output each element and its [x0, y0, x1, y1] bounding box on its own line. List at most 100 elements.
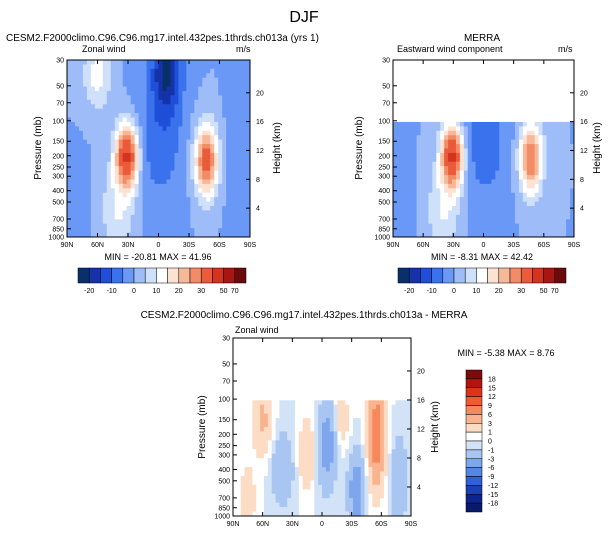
field-cell: [150, 197, 156, 203]
field-cell: [471, 166, 477, 172]
field-cell: [396, 170, 402, 176]
field-cell: [400, 219, 406, 225]
field-cell: [314, 458, 319, 464]
field-cell: [194, 188, 199, 194]
field-cell: [403, 462, 408, 468]
field-cell: [310, 444, 315, 450]
field-cell: [218, 183, 223, 189]
field-cell: [383, 440, 389, 446]
field-cell: [393, 139, 398, 145]
field-cell: [356, 418, 362, 424]
field-cell: [198, 219, 203, 225]
field-cell: [242, 64, 247, 70]
field-cell: [554, 179, 559, 185]
field-cell: [333, 467, 338, 472]
field-cell: [538, 139, 544, 145]
field-cell: [275, 435, 280, 441]
panel-cesm-ylabel-right: Height (km): [272, 122, 283, 174]
field-cell: [238, 197, 243, 203]
field-cell: [252, 489, 257, 495]
field-cell: [322, 444, 327, 450]
field-cell: [146, 104, 152, 110]
field-cell: [267, 475, 273, 481]
field-cell: [122, 166, 128, 172]
field-cell: [154, 68, 159, 74]
field-cell: [154, 170, 159, 176]
field-cell: [98, 144, 104, 149]
field-cell: [236, 418, 242, 424]
field-cell: [150, 139, 156, 145]
field-cell: [471, 214, 477, 220]
field-cell: [542, 152, 547, 158]
field-cell: [400, 161, 406, 167]
field-cell: [518, 232, 524, 238]
field-cell: [298, 422, 304, 428]
field-cell: [499, 188, 504, 194]
field-cell: [471, 232, 477, 238]
field-cell: [246, 157, 251, 163]
field-cell: [174, 179, 179, 185]
colorbar-label: 12: [488, 394, 496, 401]
field-cell: [322, 511, 327, 517]
x-tick-label: 0: [157, 242, 161, 249]
field-cell: [407, 489, 412, 495]
field-cell: [182, 228, 187, 234]
field-cell: [440, 126, 445, 132]
field-cell: [134, 82, 140, 88]
field-cell: [403, 480, 408, 486]
field-cell: [400, 148, 406, 154]
field-cell: [98, 170, 104, 176]
field-cell: [387, 458, 393, 464]
field-cell: [82, 130, 88, 136]
field-cell: [146, 148, 152, 154]
field-cell: [337, 475, 342, 481]
field-cell: [190, 99, 195, 105]
field-cell: [118, 139, 124, 145]
field-cell: [522, 144, 528, 149]
field-cell: [202, 113, 207, 119]
field-cell: [522, 179, 528, 185]
field-cell: [126, 117, 132, 123]
field-cell: [337, 440, 342, 446]
field-cell: [448, 197, 453, 203]
field-cell: [325, 431, 331, 437]
field-cell: [198, 210, 203, 216]
field-cell: [393, 183, 398, 189]
field-cell: [526, 232, 532, 238]
field-cell: [487, 152, 492, 158]
y-tick-label: 30: [56, 58, 64, 65]
field-cell: [178, 126, 183, 132]
field-cell: [234, 82, 239, 88]
field-cell: [475, 126, 481, 132]
field-cell: [166, 206, 171, 211]
field-cell: [166, 161, 171, 167]
field-cell: [341, 422, 346, 428]
field-cell: [198, 201, 203, 207]
field-cell: [106, 99, 112, 105]
field-cell: [570, 152, 575, 158]
field-cell: [400, 121, 406, 127]
field-cell: [182, 188, 187, 194]
field-cell: [534, 201, 540, 207]
field-cell: [546, 183, 551, 189]
field-cell: [170, 232, 175, 238]
field-cell: [74, 219, 80, 225]
field-cell: [444, 126, 449, 132]
field-cell: [526, 166, 532, 172]
field-cell: [194, 68, 199, 74]
field-cell: [70, 152, 76, 158]
field-cell: [74, 175, 80, 180]
field-cell: [428, 188, 433, 194]
field-cell: [186, 64, 191, 70]
field-cell: [263, 475, 269, 481]
colorbar-label: -10: [107, 288, 117, 295]
field-cell: [459, 192, 465, 198]
field-cell: [244, 498, 249, 504]
field-cell: [142, 183, 148, 189]
field-cell: [507, 223, 512, 229]
field-cell: [82, 95, 88, 101]
field-cell: [142, 228, 148, 234]
field-cell: [314, 409, 319, 415]
field-cell: [302, 449, 308, 455]
field-cell: [283, 409, 288, 415]
